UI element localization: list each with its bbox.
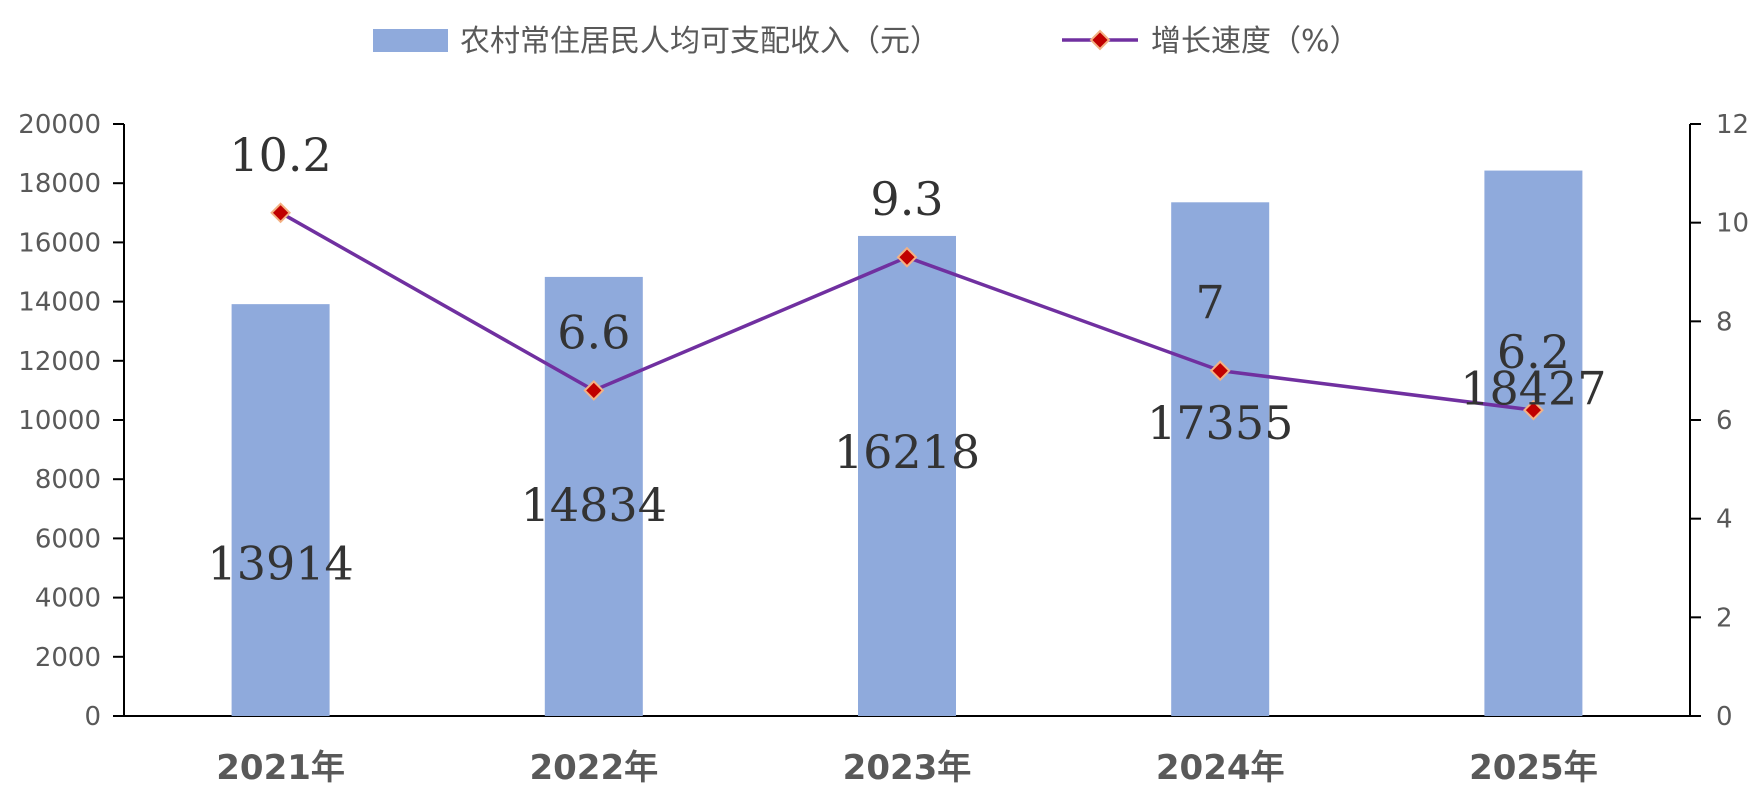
growth-marker-2021年 [270,202,292,224]
growth-marker-2023年 [896,246,918,268]
growth-marker-2024年 [1209,360,1231,382]
bar-2024年 [1171,202,1270,717]
bar-2025年 [1484,170,1583,717]
bar-2021年 [231,304,330,716]
category-label: 2022年 [529,748,658,788]
growth-value-label: 6.2 [1497,325,1570,379]
growth-marker-2022年 [583,379,605,401]
left-tick-label: 14000 [18,288,101,318]
left-tick-label: 8000 [35,465,101,495]
growth-value-label: 7 [1196,276,1225,330]
right-tick-label: 0 [1716,702,1733,732]
growth-marker-2025年 [1522,399,1544,421]
growth-value-label: 10.2 [229,128,331,182]
legend-swatch-bar [373,29,448,52]
legend-marker-icon [1089,29,1111,51]
bar-value-label: 13914 [207,537,353,591]
growth-value-label: 9.3 [870,172,943,226]
right-tick-label: 10 [1716,209,1749,239]
right-tick-label: 12 [1716,110,1749,140]
bar-value-label: 16218 [834,425,980,479]
bar-value-label: 17355 [1147,396,1293,450]
bar-value-label: 14834 [521,478,667,532]
bar-2022年 [544,276,643,716]
left-tick-label: 6000 [35,524,101,554]
legend-label-line: 增长速度（%） [1151,24,1360,59]
left-tick-label: 0 [84,702,101,732]
right-tick-label: 6 [1716,406,1733,436]
bar-2023年 [858,235,956,716]
right-tick-label: 2 [1716,603,1733,633]
left-tick-label: 16000 [18,228,101,258]
category-label: 2021年 [216,748,345,788]
left-tick-label: 18000 [18,169,101,199]
category-label: 2025年 [1469,748,1598,788]
axes: 0 2000 4000 6000 8000 10000 12000 14000 16000 180… [18,110,1749,788]
left-tick-label: 12000 [18,347,101,377]
right-tick-label: 8 [1716,307,1733,337]
bar-value-label: 18427 [1460,362,1606,416]
line-series [270,202,1544,421]
left-tick-label: 20000 [18,110,101,140]
left-tick-label: 2000 [35,643,101,673]
category-label: 2023年 [843,748,972,788]
legend: 农村常住居民人均可支配收入（元） 增长速度（%） [373,24,1360,59]
left-tick-label: 10000 [18,406,101,436]
legend-label-bar: 农村常住居民人均可支配收入（元） [460,24,940,59]
data-labels: 13914 14834 16218 17355 18427 10.2 6.6 9.3 7 6.2 [207,128,1606,591]
right-tick-label: 4 [1716,505,1733,535]
bar-series [231,170,1583,717]
left-tick-label: 4000 [35,584,101,614]
growth-value-label: 6.6 [557,305,630,359]
category-label: 2024年 [1156,748,1285,788]
